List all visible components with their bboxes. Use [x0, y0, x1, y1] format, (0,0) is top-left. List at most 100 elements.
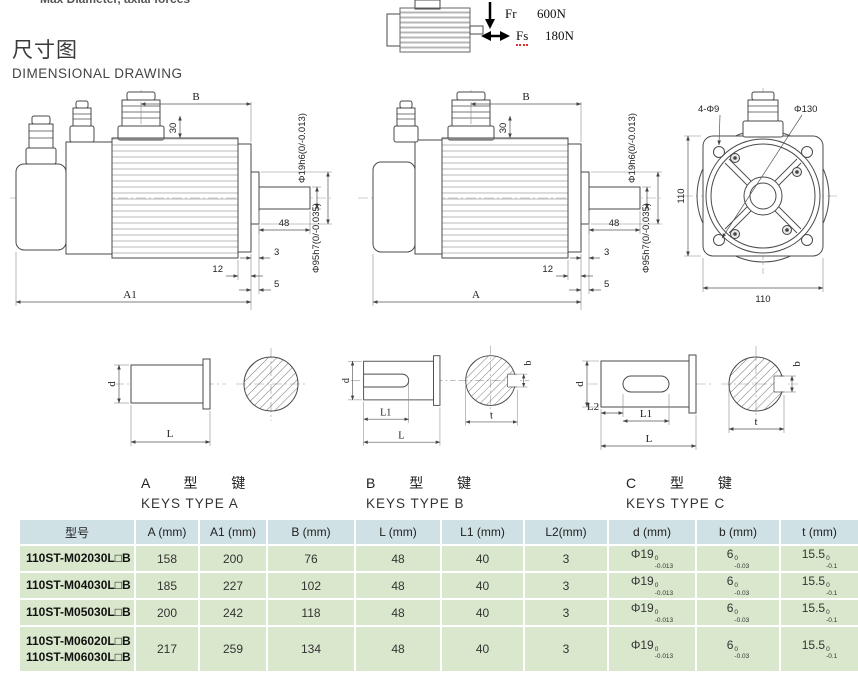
cell-d: Φ19 0 -0.013 — [609, 546, 695, 571]
shaft-flange — [688, 354, 697, 414]
svg-text:Φ95h7(0/-0.035): Φ95h7(0/-0.035) — [641, 203, 652, 273]
motor-body — [111, 137, 311, 259]
svg-text:L1: L1 — [380, 408, 391, 419]
table-row: 110ST-M02030L□B 158 200 76 48 40 3 Φ19 0-… — [20, 546, 858, 571]
shaft-side — [363, 360, 434, 401]
cell-a: 185 — [136, 573, 198, 598]
cell-t: 15.5 0 -0.1 — [781, 627, 858, 671]
col-header-b: B (mm) — [268, 520, 354, 544]
col-header-a1: A1 (mm) — [200, 520, 266, 544]
dim-L: L — [130, 405, 211, 446]
cell-l1: 40 — [442, 600, 523, 625]
cell-a1: 259 — [200, 627, 266, 671]
cell-bkey: 6 0 -0.03 — [697, 627, 779, 671]
table-row: 110ST-M06020L□B 110ST-M06030L□B 217 259 … — [20, 627, 858, 671]
key-c-label-en: KEYS TYPE C — [626, 496, 726, 511]
svg-text:3: 3 — [604, 247, 609, 258]
motor-side-view-a1-drawing: B 30 Φ19h6(0/-0.013) Φ95h7(0/-0.035) 48 … — [10, 90, 332, 310]
dim-110-left: 110 — [676, 135, 701, 257]
col-header-model: 型号 — [20, 520, 134, 544]
key-type-a-block: d L A 型 键 KEYS TYPE A — [86, 336, 336, 511]
dim-30: 30 — [498, 115, 512, 139]
key-a-labels: A 型 键 KEYS TYPE A — [86, 473, 336, 511]
shaft-end-view — [458, 345, 530, 416]
motor-front-view-drawing: 4-Φ9 Φ130 110 110 — [676, 88, 840, 305]
connector-top — [742, 91, 784, 138]
model-cell: 110ST-M06020L□B 110ST-M06030L□B — [20, 627, 134, 671]
dim-B: B — [140, 91, 252, 142]
fs-value: 180N — [545, 28, 574, 43]
col-header-d: d (mm) — [609, 520, 695, 544]
motor-body — [441, 137, 641, 259]
svg-text:A: A — [472, 289, 480, 301]
dim-30: 30 — [168, 115, 182, 139]
force-motor-icon — [386, 0, 510, 53]
face-screws — [730, 153, 802, 239]
cell-t: 15.5 0 -0.1 — [781, 600, 858, 625]
cell-l: 48 — [356, 546, 440, 571]
shaft-flange — [433, 355, 441, 406]
col-header-a: A (mm) — [136, 520, 198, 544]
svg-text:Φ19h6(0/-0.013): Φ19h6(0/-0.013) — [297, 113, 308, 183]
svg-text:12: 12 — [542, 264, 553, 275]
key-b-label-en: KEYS TYPE B — [366, 496, 465, 511]
svg-text:d: d — [106, 381, 118, 387]
cell-l: 48 — [356, 627, 440, 671]
dim-L1: L1 — [622, 394, 670, 425]
svg-text:110: 110 — [755, 294, 770, 305]
cell-l1: 40 — [442, 627, 523, 671]
svg-text:48: 48 — [279, 218, 290, 229]
dim-shaft-diameter: Φ19h6(0/-0.013) — [627, 113, 651, 210]
model-cell: 110ST-M04030L□B — [20, 573, 134, 598]
cell-b: 134 — [268, 627, 354, 671]
section-title: 尺寸图 DIMENSIONAL DRAWING — [12, 34, 183, 81]
cell-l: 48 — [356, 573, 440, 598]
cell-l1: 40 — [442, 573, 523, 598]
dim-L2: L2 — [587, 394, 624, 417]
dim-B: B — [470, 91, 582, 142]
dim-A1: A1 — [15, 252, 252, 306]
col-header-t: t (mm) — [781, 520, 858, 544]
cell-a1: 242 — [200, 600, 266, 625]
rear-housing — [15, 141, 113, 255]
cell-a1: 227 — [200, 573, 266, 598]
cell-bkey: 6 0 -0.03 — [697, 546, 779, 571]
dim-48: 48 — [588, 211, 641, 234]
svg-text:48: 48 — [609, 218, 620, 229]
svg-text:b: b — [791, 361, 803, 367]
key-type-b-block: d L1 L b — [336, 336, 566, 511]
svg-text:3: 3 — [274, 247, 279, 258]
svg-text:B: B — [522, 91, 529, 103]
mini-motor-outline — [386, 0, 484, 53]
key-c-labels: C 型 键 KEYS TYPE C — [566, 473, 856, 511]
cell-l2: 3 — [525, 627, 607, 671]
table-row: 110ST-M04030L□B 185 227 102 48 40 3 Φ19 0… — [20, 573, 858, 598]
key-a-label-en: KEYS TYPE A — [141, 496, 239, 511]
dim-5: 5 — [569, 279, 609, 292]
fr-label: Fr — [505, 6, 517, 21]
svg-text:L: L — [646, 433, 653, 445]
keyway-slot — [363, 373, 410, 388]
dim-d: d — [106, 364, 129, 404]
svg-text:B: B — [192, 91, 199, 103]
fs-arrow-icon — [481, 31, 510, 41]
dim-shaft-diameter: Φ19h6(0/-0.013) — [297, 113, 321, 210]
shaft-side — [600, 360, 690, 408]
svg-text:Φ95h7(0/-0.035): Φ95h7(0/-0.035) — [311, 203, 322, 273]
dim-L: L — [600, 409, 697, 450]
key-a-label-cn: A 型 键 — [141, 475, 248, 491]
page-title-cn: 尺寸图 — [12, 39, 78, 62]
svg-text:L1: L1 — [640, 408, 652, 420]
dim-L: L — [363, 401, 441, 446]
cell-l2: 3 — [525, 573, 607, 598]
dim-b: b — [784, 361, 803, 393]
svg-text:110: 110 — [676, 188, 687, 203]
svg-text:A1: A1 — [123, 289, 136, 301]
dim-pilot-diameter: Φ95h7(0/-0.035) — [591, 171, 662, 273]
svg-text:L: L — [398, 431, 404, 442]
key-type-b-drawing: d L1 L b — [341, 345, 534, 446]
cell-a: 200 — [136, 600, 198, 625]
cell-a1: 200 — [200, 546, 266, 571]
dim-12: 12 — [542, 260, 593, 280]
